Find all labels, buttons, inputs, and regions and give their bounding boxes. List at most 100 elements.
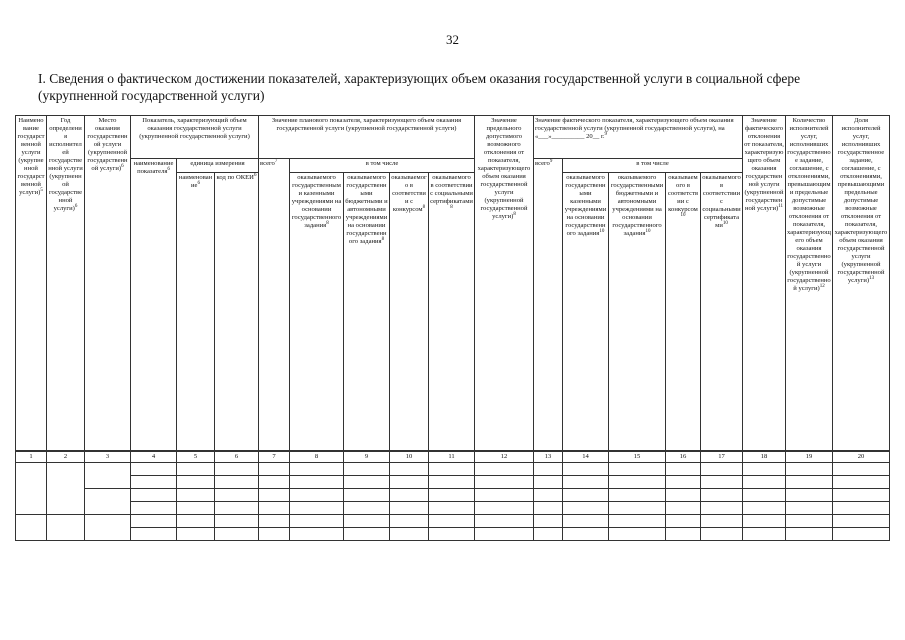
table-cell-col-19[interactable] [785, 527, 833, 541]
table-cell-col-7[interactable] [258, 475, 290, 489]
table-cell-col-14[interactable] [562, 475, 609, 489]
table-cell-col-20[interactable] [832, 488, 890, 502]
table-cell-col-7[interactable] [258, 488, 290, 502]
table-cell-col-15[interactable] [608, 527, 666, 541]
table-cell-col-13[interactable] [533, 514, 563, 528]
table-cell-col-11[interactable] [428, 501, 475, 515]
table-cell-col-5[interactable] [176, 501, 215, 515]
table-cell-col-9[interactable] [343, 527, 390, 541]
table-cell-col-8[interactable] [289, 462, 344, 476]
table-cell-col-15[interactable] [608, 501, 666, 515]
table-cell-col-9[interactable] [343, 488, 390, 502]
table-cell-col-19[interactable] [785, 488, 833, 502]
table-cell-col-19[interactable] [785, 514, 833, 528]
table-cell-col-18[interactable] [742, 475, 786, 489]
table-cell-col-7[interactable] [258, 501, 290, 515]
table-cell-col-6[interactable] [214, 488, 259, 502]
table-cell-col-11[interactable] [428, 475, 475, 489]
table-cell-col-7[interactable] [258, 514, 290, 528]
table-cell-col-10[interactable] [389, 501, 429, 515]
table-cell-col-5[interactable] [176, 488, 215, 502]
table-cell-col-16[interactable] [665, 475, 701, 489]
table-cell-col-4[interactable] [130, 527, 177, 541]
table-cell-col-14[interactable] [562, 501, 609, 515]
table-cell-col-8[interactable] [289, 488, 344, 502]
table-cell-col-20[interactable] [832, 462, 890, 476]
table-cell-col-17[interactable] [700, 488, 743, 502]
table-cell-col-13[interactable] [533, 488, 563, 502]
table-cell-col-8[interactable] [289, 527, 344, 541]
table-cell-col-10[interactable] [389, 462, 429, 476]
table-cell-col-10[interactable] [389, 488, 429, 502]
table-cell-col-13[interactable] [533, 462, 563, 476]
table-cell-col-20[interactable] [832, 527, 890, 541]
table-cell-col-5[interactable] [176, 514, 215, 528]
table-cell-col-18[interactable] [742, 527, 786, 541]
table-cell-col-4[interactable] [130, 475, 177, 489]
table-cell-col-18[interactable] [742, 462, 786, 476]
table-cell-col-4[interactable] [130, 501, 177, 515]
table-cell-col-11[interactable] [428, 488, 475, 502]
table-cell-col-6[interactable] [214, 514, 259, 528]
table-cell-col-2[interactable] [46, 462, 85, 515]
table-cell-col-12[interactable] [474, 462, 534, 476]
table-cell-col-2[interactable] [46, 514, 85, 541]
table-cell-col-6[interactable] [214, 527, 259, 541]
table-cell-col-14[interactable] [562, 488, 609, 502]
table-cell-col-16[interactable] [665, 462, 701, 476]
table-cell-col-19[interactable] [785, 475, 833, 489]
table-cell-col-19[interactable] [785, 462, 833, 476]
table-cell-col-12[interactable] [474, 488, 534, 502]
table-cell-col-16[interactable] [665, 501, 701, 515]
table-cell-col-9[interactable] [343, 501, 390, 515]
table-cell-col-13[interactable] [533, 527, 563, 541]
table-cell-col-3[interactable] [84, 488, 131, 515]
table-cell-col-16[interactable] [665, 527, 701, 541]
table-cell-col-9[interactable] [343, 475, 390, 489]
table-cell-col-8[interactable] [289, 514, 344, 528]
table-cell-col-6[interactable] [214, 462, 259, 476]
table-cell-col-18[interactable] [742, 488, 786, 502]
table-cell-col-12[interactable] [474, 475, 534, 489]
table-cell-col-9[interactable] [343, 514, 390, 528]
table-cell-col-5[interactable] [176, 475, 215, 489]
table-cell-col-12[interactable] [474, 501, 534, 515]
table-cell-col-15[interactable] [608, 488, 666, 502]
table-cell-col-4[interactable] [130, 488, 177, 502]
table-cell-col-10[interactable] [389, 527, 429, 541]
table-cell-col-12[interactable] [474, 527, 534, 541]
table-cell-col-15[interactable] [608, 514, 666, 528]
table-cell-col-1[interactable] [15, 462, 47, 515]
table-cell-col-10[interactable] [389, 514, 429, 528]
table-cell-col-11[interactable] [428, 462, 475, 476]
table-cell-col-20[interactable] [832, 514, 890, 528]
table-cell-col-17[interactable] [700, 514, 743, 528]
table-cell-col-11[interactable] [428, 527, 475, 541]
table-cell-col-12[interactable] [474, 514, 534, 528]
table-cell-col-19[interactable] [785, 501, 833, 515]
table-cell-col-11[interactable] [428, 514, 475, 528]
table-cell-col-17[interactable] [700, 527, 743, 541]
table-cell-col-13[interactable] [533, 475, 563, 489]
table-cell-col-20[interactable] [832, 501, 890, 515]
table-cell-col-14[interactable] [562, 462, 609, 476]
table-cell-col-7[interactable] [258, 462, 290, 476]
table-cell-col-8[interactable] [289, 501, 344, 515]
table-cell-col-4[interactable] [130, 462, 177, 476]
table-cell-col-20[interactable] [832, 475, 890, 489]
table-cell-col-14[interactable] [562, 527, 609, 541]
table-cell-col-18[interactable] [742, 514, 786, 528]
table-cell-col-18[interactable] [742, 501, 786, 515]
table-cell-col-6[interactable] [214, 475, 259, 489]
table-cell-col-17[interactable] [700, 501, 743, 515]
table-cell-col-1[interactable] [15, 514, 47, 541]
table-cell-col-5[interactable] [176, 527, 215, 541]
table-cell-col-4[interactable] [130, 514, 177, 528]
table-cell-col-10[interactable] [389, 475, 429, 489]
table-cell-col-9[interactable] [343, 462, 390, 476]
table-cell-col-5[interactable] [176, 462, 215, 476]
table-cell-col-8[interactable] [289, 475, 344, 489]
table-cell-col-15[interactable] [608, 475, 666, 489]
table-cell-col-16[interactable] [665, 514, 701, 528]
table-cell-col-17[interactable] [700, 475, 743, 489]
